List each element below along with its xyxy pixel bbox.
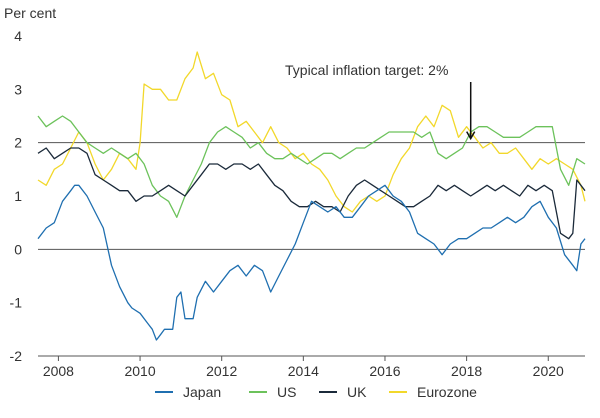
x-tick-label: 2020	[533, 363, 564, 379]
legend-label-japan: Japan	[183, 384, 221, 400]
annotation: Typical inflation target: 2%	[285, 62, 476, 141]
x-tick-labels: 2008 2010 2012 2014 2016 2018 2020	[43, 356, 564, 379]
annotation-arrow-head	[466, 131, 476, 141]
x-tick-label: 2014	[288, 363, 319, 379]
y-tick-label: 0	[14, 241, 22, 257]
y-tick-label: 4	[14, 28, 22, 44]
series-line-eurozone	[37, 51, 586, 213]
x-tick-label: 2010	[124, 363, 155, 379]
y-tick-labels: -2 -1 0 1 2 3 4	[10, 28, 23, 364]
legend-label-eurozone: Eurozone	[417, 384, 477, 400]
x-tick-label: 2008	[43, 363, 74, 379]
series-line-japan	[37, 184, 586, 341]
y-tick-label: -2	[10, 348, 23, 364]
y-tick-label: -1	[10, 295, 23, 311]
series-line-us	[37, 115, 586, 218]
legend-label-us: US	[277, 384, 296, 400]
y-tick-label: 3	[14, 81, 22, 97]
series-line-uk	[37, 147, 586, 240]
grid-layer	[38, 142, 585, 357]
x-tick-label: 2018	[451, 363, 482, 379]
x-tick-label: 2012	[206, 363, 237, 379]
inflation-target-annotation: Typical inflation target: 2%	[285, 62, 448, 78]
series-lines	[37, 51, 586, 341]
y-axis-label: Per cent	[4, 5, 56, 21]
y-tick-label: 2	[14, 135, 22, 151]
y-tick-label: 1	[14, 188, 22, 204]
legend-label-uk: UK	[347, 384, 367, 400]
x-tick-label: 2016	[369, 363, 400, 379]
legend: Japan US UK Eurozone	[155, 384, 477, 400]
